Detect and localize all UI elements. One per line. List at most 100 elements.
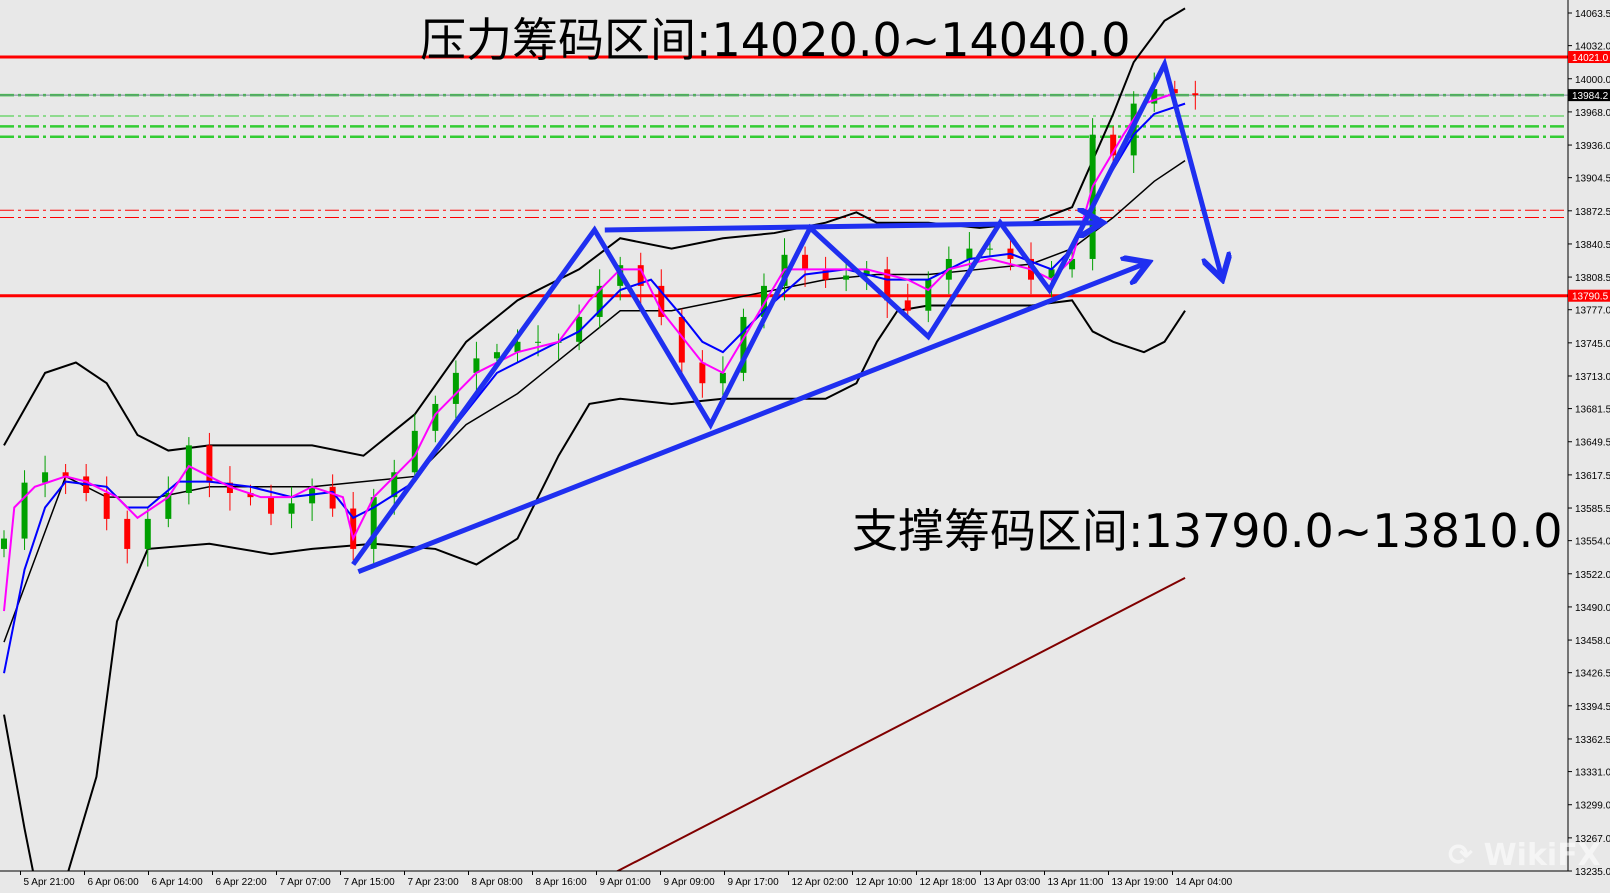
y-tick-label: 13904.5 [1575,174,1610,185]
candle-body [103,493,110,519]
candle-body [822,269,829,280]
x-tick-label: 5 Apr 21:00 [24,877,76,888]
candle-body [658,285,665,317]
candle-body [699,362,706,384]
candle-body [165,493,172,519]
candle-body [62,472,69,477]
candle-body [370,497,377,549]
y-tick-label: 14063.5 [1575,9,1610,20]
candle-body [1110,134,1117,156]
x-tick-label: 12 Apr 18:00 [920,877,977,888]
candle-body [1048,269,1055,280]
price-tag [1568,89,1610,102]
x-tick-label: 13 Apr 03:00 [984,877,1041,888]
candle-body [802,254,809,270]
x-tick-label: 7 Apr 23:00 [408,877,460,888]
candle-body [678,316,685,363]
candle-body [904,300,911,311]
x-tick-label: 9 Apr 01:00 [600,877,652,888]
candle-body [843,275,850,280]
y-tick-label: 13745.0 [1575,339,1610,350]
candle-body [1192,93,1199,96]
candle-body [329,486,336,509]
x-tick-label: 8 Apr 16:00 [536,877,588,888]
x-tick-label: 6 Apr 14:00 [152,877,204,888]
bollinger-middle-line [3,159,1186,643]
y-tick-label: 13808.5 [1575,273,1610,284]
price-tag-label: 13790.5 [1572,292,1609,303]
x-tick-label: 8 Apr 08:00 [472,877,524,888]
y-tick-label: 14000.0 [1575,75,1610,86]
x-tick-label: 6 Apr 22:00 [216,877,268,888]
candle-body [1,538,7,549]
plot-area [0,7,1568,871]
candle-body [719,372,726,384]
x-tick-label: 7 Apr 07:00 [280,877,332,888]
y-tick-label: 13681.5 [1575,405,1610,416]
x-tick-label: 9 Apr 17:00 [728,877,780,888]
candle-body [432,403,439,431]
bollinger-lower-line [3,299,1186,871]
y-tick-label: 13649.5 [1575,438,1610,449]
y-tick-label: 13585.5 [1575,504,1610,515]
candle-body [42,472,49,483]
candle-body [185,445,192,494]
candle-body [986,248,993,250]
candle-body [473,358,480,373]
candle-body [1171,89,1178,94]
candle-body [124,518,131,549]
y-tick-label: 13458.0 [1575,636,1610,647]
price-tag [1568,289,1610,302]
trend-arrow [604,223,1098,230]
candle-body [1069,258,1076,270]
candle-body [1089,134,1096,259]
candle-body [535,341,542,343]
candle-body [966,248,973,259]
y-tick-label: 13522.0 [1575,570,1610,581]
y-tick-label: 13936.0 [1575,141,1610,152]
x-tick-label: 6 Apr 06:00 [88,877,140,888]
x-tick-label: 13 Apr 19:00 [1112,877,1169,888]
y-tick-label: 13872.5 [1575,207,1610,218]
candle-body [925,279,932,311]
candle-body [1151,89,1158,104]
candle-body [411,430,418,473]
candle-body [206,445,213,483]
candle-body [268,497,275,514]
candle-body [514,341,521,353]
y-tick-label: 13490.0 [1575,603,1610,614]
ma-blue-line [3,102,1186,674]
price-tag-label: 13984.2 [1572,91,1609,102]
y-tick-label: 13267.0 [1575,834,1610,845]
y-tick-label: 13554.0 [1575,537,1610,548]
y-tick-label: 13426.5 [1575,669,1610,680]
candle-body [576,316,583,342]
long-ma-line [615,577,1186,871]
x-tick-label: 14 Apr 04:00 [1176,877,1233,888]
bollinger-upper-line [3,7,1186,457]
x-tick-label: 12 Apr 02:00 [792,877,849,888]
candle-body [596,285,603,317]
ma-magenta-line [3,92,1176,612]
candle-body [493,352,500,359]
y-tick-label: 13394.5 [1575,702,1610,713]
candle-body [144,518,151,549]
candle-body [391,472,398,498]
y-tick-label: 14032.0 [1575,42,1610,53]
y-tick-label: 13968.0 [1575,108,1610,119]
y-tick-label: 13235.0 [1575,867,1610,878]
y-tick-label: 13362.5 [1575,735,1610,746]
candle-body [452,372,459,404]
candle-body [863,269,870,276]
price-tag [1568,51,1610,64]
x-tick-label: 7 Apr 15:00 [344,877,396,888]
candle-body [760,285,767,317]
price-tag-label: 14021.0 [1572,53,1609,64]
y-tick-label: 13299.0 [1575,801,1610,812]
candle-body [288,503,295,514]
trend-arrow [351,57,1221,566]
y-tick-label: 13331.0 [1575,768,1610,779]
x-tick-label: 13 Apr 11:00 [1048,877,1104,888]
y-tick-label: 13777.0 [1575,306,1610,317]
